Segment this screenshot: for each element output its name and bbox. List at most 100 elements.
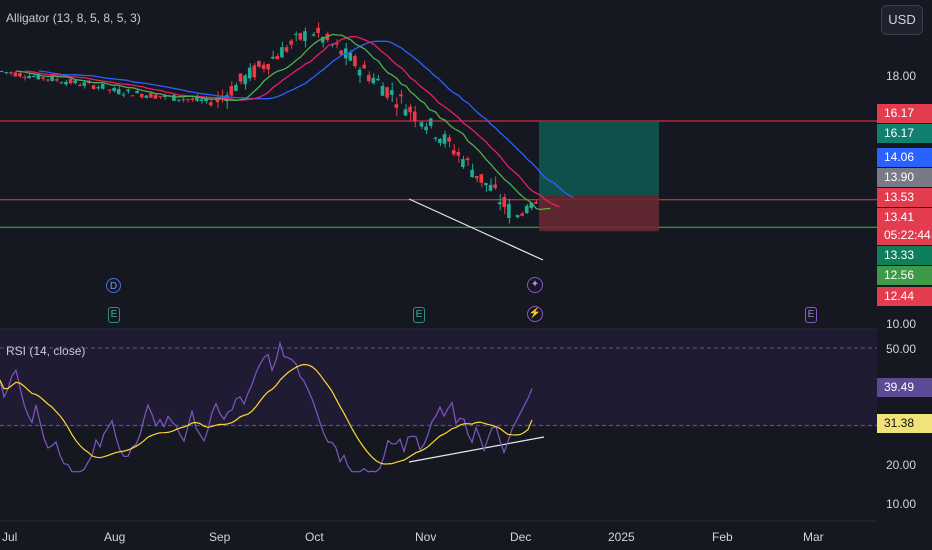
candle-body-0: [0, 70, 4, 72]
candle-body-43: [199, 99, 204, 101]
position-profit-zone: [539, 121, 659, 196]
earnings-event-icon[interactable]: E: [108, 307, 120, 323]
candle-body-8: [36, 73, 41, 80]
candle-body-72: [339, 50, 343, 55]
price-tag-entry: 13.53: [877, 188, 932, 207]
alligator-indicator-label[interactable]: Alligator (13, 8, 5, 8, 5, 3): [6, 11, 141, 25]
candle-body-4: [18, 73, 22, 77]
candle-body-13: [59, 82, 64, 84]
candle-body-61: [284, 47, 289, 52]
candle-body-67: [316, 27, 320, 34]
candle-body-9: [41, 77, 45, 79]
candle-body-108: [507, 203, 511, 219]
candle-body-30: [139, 93, 144, 98]
candle-body-42: [195, 96, 199, 101]
candle-body-113: [534, 201, 538, 204]
candle-body-96: [451, 150, 456, 155]
candle-body-104: [488, 184, 493, 191]
candle-body-71: [334, 43, 339, 45]
candle-body-84: [394, 104, 399, 108]
price-tag-lips: 13.33: [877, 246, 932, 265]
price-tag-gray: 13.90: [877, 168, 932, 187]
candle-body-97: [456, 152, 461, 156]
x-axis-tick: Feb: [712, 530, 733, 544]
candle-body-103: [484, 182, 488, 186]
price-axis-tick: 10.00: [886, 317, 917, 331]
candle-body-28: [130, 95, 135, 97]
price-tag-last: 13.41: [877, 208, 932, 227]
candle-body-110: [520, 213, 524, 216]
x-axis-tick: Mar: [803, 530, 824, 544]
rsi-indicator-label[interactable]: RSI (14, close): [6, 344, 86, 358]
candle-body-57: [266, 64, 270, 70]
earnings-event-icon[interactable]: E: [413, 307, 425, 323]
candle-body-45: [208, 102, 213, 106]
candle-body-19: [87, 82, 91, 84]
currency-button[interactable]: USD: [881, 5, 923, 35]
candle-body-17: [77, 85, 82, 87]
candle-body-92: [433, 137, 438, 139]
alligator-jaw-line: [38, 40, 574, 199]
candle-body-51: [238, 73, 243, 82]
candle-body-88: [412, 111, 417, 122]
candle-body-100: [470, 169, 474, 178]
candle-body-24: [112, 88, 116, 92]
candle-body-99: [465, 158, 470, 161]
price-tag-stop: 12.44: [877, 287, 932, 306]
candle-body-74: [348, 52, 353, 61]
candle-body-44: [204, 97, 208, 102]
candle-body-16: [73, 80, 77, 84]
rsi-band-background: [0, 330, 877, 427]
candle-body-5: [22, 77, 27, 79]
candle-body-14: [64, 81, 68, 85]
candle-body-91: [428, 118, 433, 127]
rsi-ma-value-tag: 31.38: [877, 414, 932, 433]
x-axis-tick: Sep: [209, 530, 231, 544]
candle-body-27: [126, 89, 130, 92]
candle-body-53: [247, 67, 252, 79]
candle-body-107: [502, 196, 507, 207]
candle-body-68: [320, 37, 325, 43]
dividend-event-icon[interactable]: D: [106, 278, 121, 293]
price-trendline: [408, 198, 544, 261]
candle-body-65: [303, 31, 307, 41]
candle-body-29: [135, 90, 139, 94]
candle-body-38: [176, 99, 181, 101]
candle-body-7: [31, 75, 36, 77]
candle-body-2: [8, 72, 13, 74]
upcoming-earnings-icon[interactable]: E: [805, 307, 817, 323]
candle-body-18: [82, 82, 87, 86]
candle-body-25: [116, 89, 121, 95]
price-tag-support: 12.56: [877, 266, 932, 285]
candle-body-78: [366, 75, 371, 82]
candle-body-10: [45, 79, 50, 81]
candle-body-106: [497, 202, 502, 205]
candle-body-81: [380, 86, 385, 96]
candle-body-112: [529, 202, 534, 209]
candle-body-37: [172, 94, 176, 101]
price-axis-tick: 18.00: [886, 69, 917, 83]
candle-body-58: [270, 56, 275, 59]
candle-body-21: [96, 87, 100, 89]
candle-body-102: [479, 174, 484, 183]
candle-body-46: [215, 97, 220, 103]
rsi-line: [0, 340, 533, 473]
candle-body-55: [257, 60, 261, 67]
candle-body-98: [461, 159, 465, 168]
candle-body-20: [91, 85, 96, 89]
x-axis-tick: Aug: [104, 530, 126, 544]
candle-body-76: [357, 69, 362, 76]
candle-body-66: [311, 34, 316, 36]
x-axis-tick: Nov: [415, 530, 437, 544]
split-event-icon[interactable]: ✦: [527, 277, 543, 293]
rsi-ma-line: [0, 363, 533, 465]
x-axis-tick: 2025: [608, 530, 635, 544]
rsi-axis-tick: 50.00: [886, 342, 917, 356]
flash-event-icon[interactable]: ⚡: [527, 306, 543, 322]
rsi-trendline: [408, 436, 545, 463]
candle-body-23: [107, 89, 112, 91]
alligator-teeth-line: [24, 35, 560, 208]
candle-body-109: [515, 215, 520, 218]
candle-body-54: [252, 65, 257, 78]
